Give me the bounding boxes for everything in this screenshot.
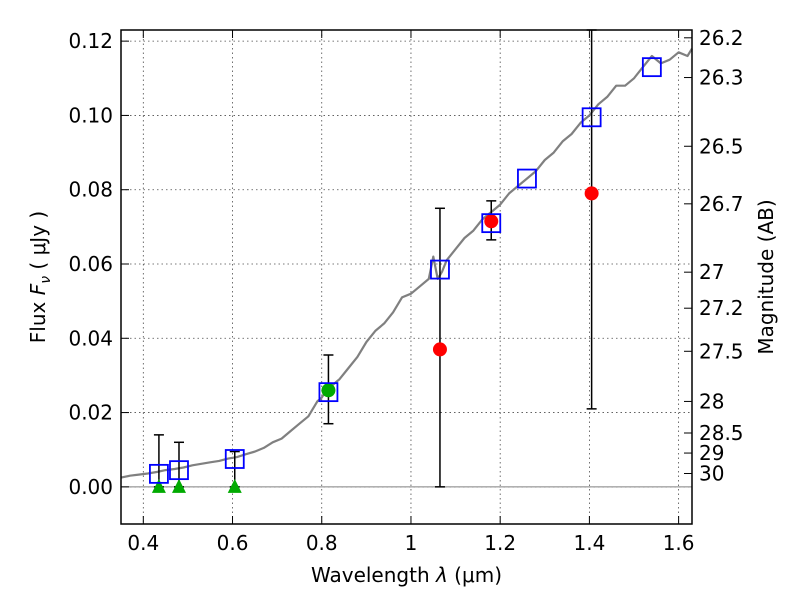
y-tick-label: 0.08 <box>68 178 113 202</box>
model-flux-marker <box>318 382 339 403</box>
x-axis-label-symbol: λ <box>435 563 448 587</box>
x-tick-label: 1.2 <box>484 531 516 555</box>
magnitude-tick-label: 28.5 <box>699 421 744 445</box>
magnitude-tick-label: 30 <box>699 461 724 485</box>
y-axis-label-symbol: F <box>26 283 50 295</box>
y-tick-label: 0.02 <box>68 401 113 425</box>
y-axis-label-unit: ( μJy ) <box>26 211 50 276</box>
magnitude-tick-label: 29 <box>699 441 724 465</box>
observed-flux-marker <box>484 214 499 229</box>
x-tick-label: 0.6 <box>217 531 249 555</box>
y-tick-label: 0.00 <box>68 475 113 499</box>
observed-flux-marker <box>432 342 447 357</box>
data-markers <box>149 57 662 493</box>
x-axis-label-unit: (μm) <box>448 563 502 587</box>
magnitude-tick-label: 27 <box>699 260 724 284</box>
grid-lines <box>121 30 692 524</box>
model-flux-marker <box>169 460 189 481</box>
magnitude-tick-label: 28 <box>699 389 724 413</box>
upper-limit-marker <box>227 478 242 493</box>
model-flux-marker <box>581 107 602 128</box>
x-axis-label-text: Wavelength <box>311 563 436 587</box>
magnitude-tick-label: 26.3 <box>699 66 744 90</box>
error-bars <box>153 29 597 488</box>
x-axis-label: Wavelength λ (μm) <box>311 563 502 587</box>
magnitude-tick-label: 26.2 <box>699 26 744 50</box>
model-flux-marker <box>517 168 537 189</box>
y-tick-label: 0.12 <box>68 29 113 53</box>
model-spectrum <box>120 48 693 479</box>
model-flux-marker <box>481 213 502 234</box>
magnitude-tick-label: 27.5 <box>699 339 744 363</box>
y-axis-label-text: Flux <box>26 295 50 343</box>
x-tick-label: 0.4 <box>127 531 159 555</box>
magnitude-tick-label: 26.5 <box>699 134 744 158</box>
magnitude-tick-label: 26.7 <box>699 192 744 216</box>
model-flux-marker <box>430 259 450 280</box>
observed-flux-marker <box>321 383 336 398</box>
x-tick-label: 1 <box>405 531 418 555</box>
model-flux-marker <box>641 57 662 78</box>
y-axis-label-subscript: ν <box>38 276 54 284</box>
y-tick-label: 0.10 <box>68 103 113 127</box>
model-flux-marker <box>224 449 245 469</box>
upper-limit-marker <box>171 478 186 493</box>
model-flux-marker <box>149 463 169 484</box>
magnitude-tick-label: 27.2 <box>699 296 744 320</box>
y-axis-label: Flux Fν ( μJy ) <box>26 211 54 343</box>
y-tick-label: 0.04 <box>68 326 113 350</box>
plot-frame <box>120 29 693 525</box>
x-tick-label: 1.6 <box>663 531 695 555</box>
y-tick-label: 0.06 <box>68 252 113 276</box>
spectrum-line <box>120 48 693 479</box>
magnitude-axis-label: Magnitude (AB) <box>754 199 778 354</box>
x-tick-label: 0.8 <box>306 531 338 555</box>
upper-limit-marker <box>151 478 166 493</box>
axis-ticks: 0.4 0.6 0.8 1 1.2 1.4 1.6 0.00 0.02 0.04 0.06 0.08 0… <box>68 26 743 555</box>
x-tick-label: 1.4 <box>573 531 605 555</box>
observed-flux-marker <box>584 186 599 201</box>
